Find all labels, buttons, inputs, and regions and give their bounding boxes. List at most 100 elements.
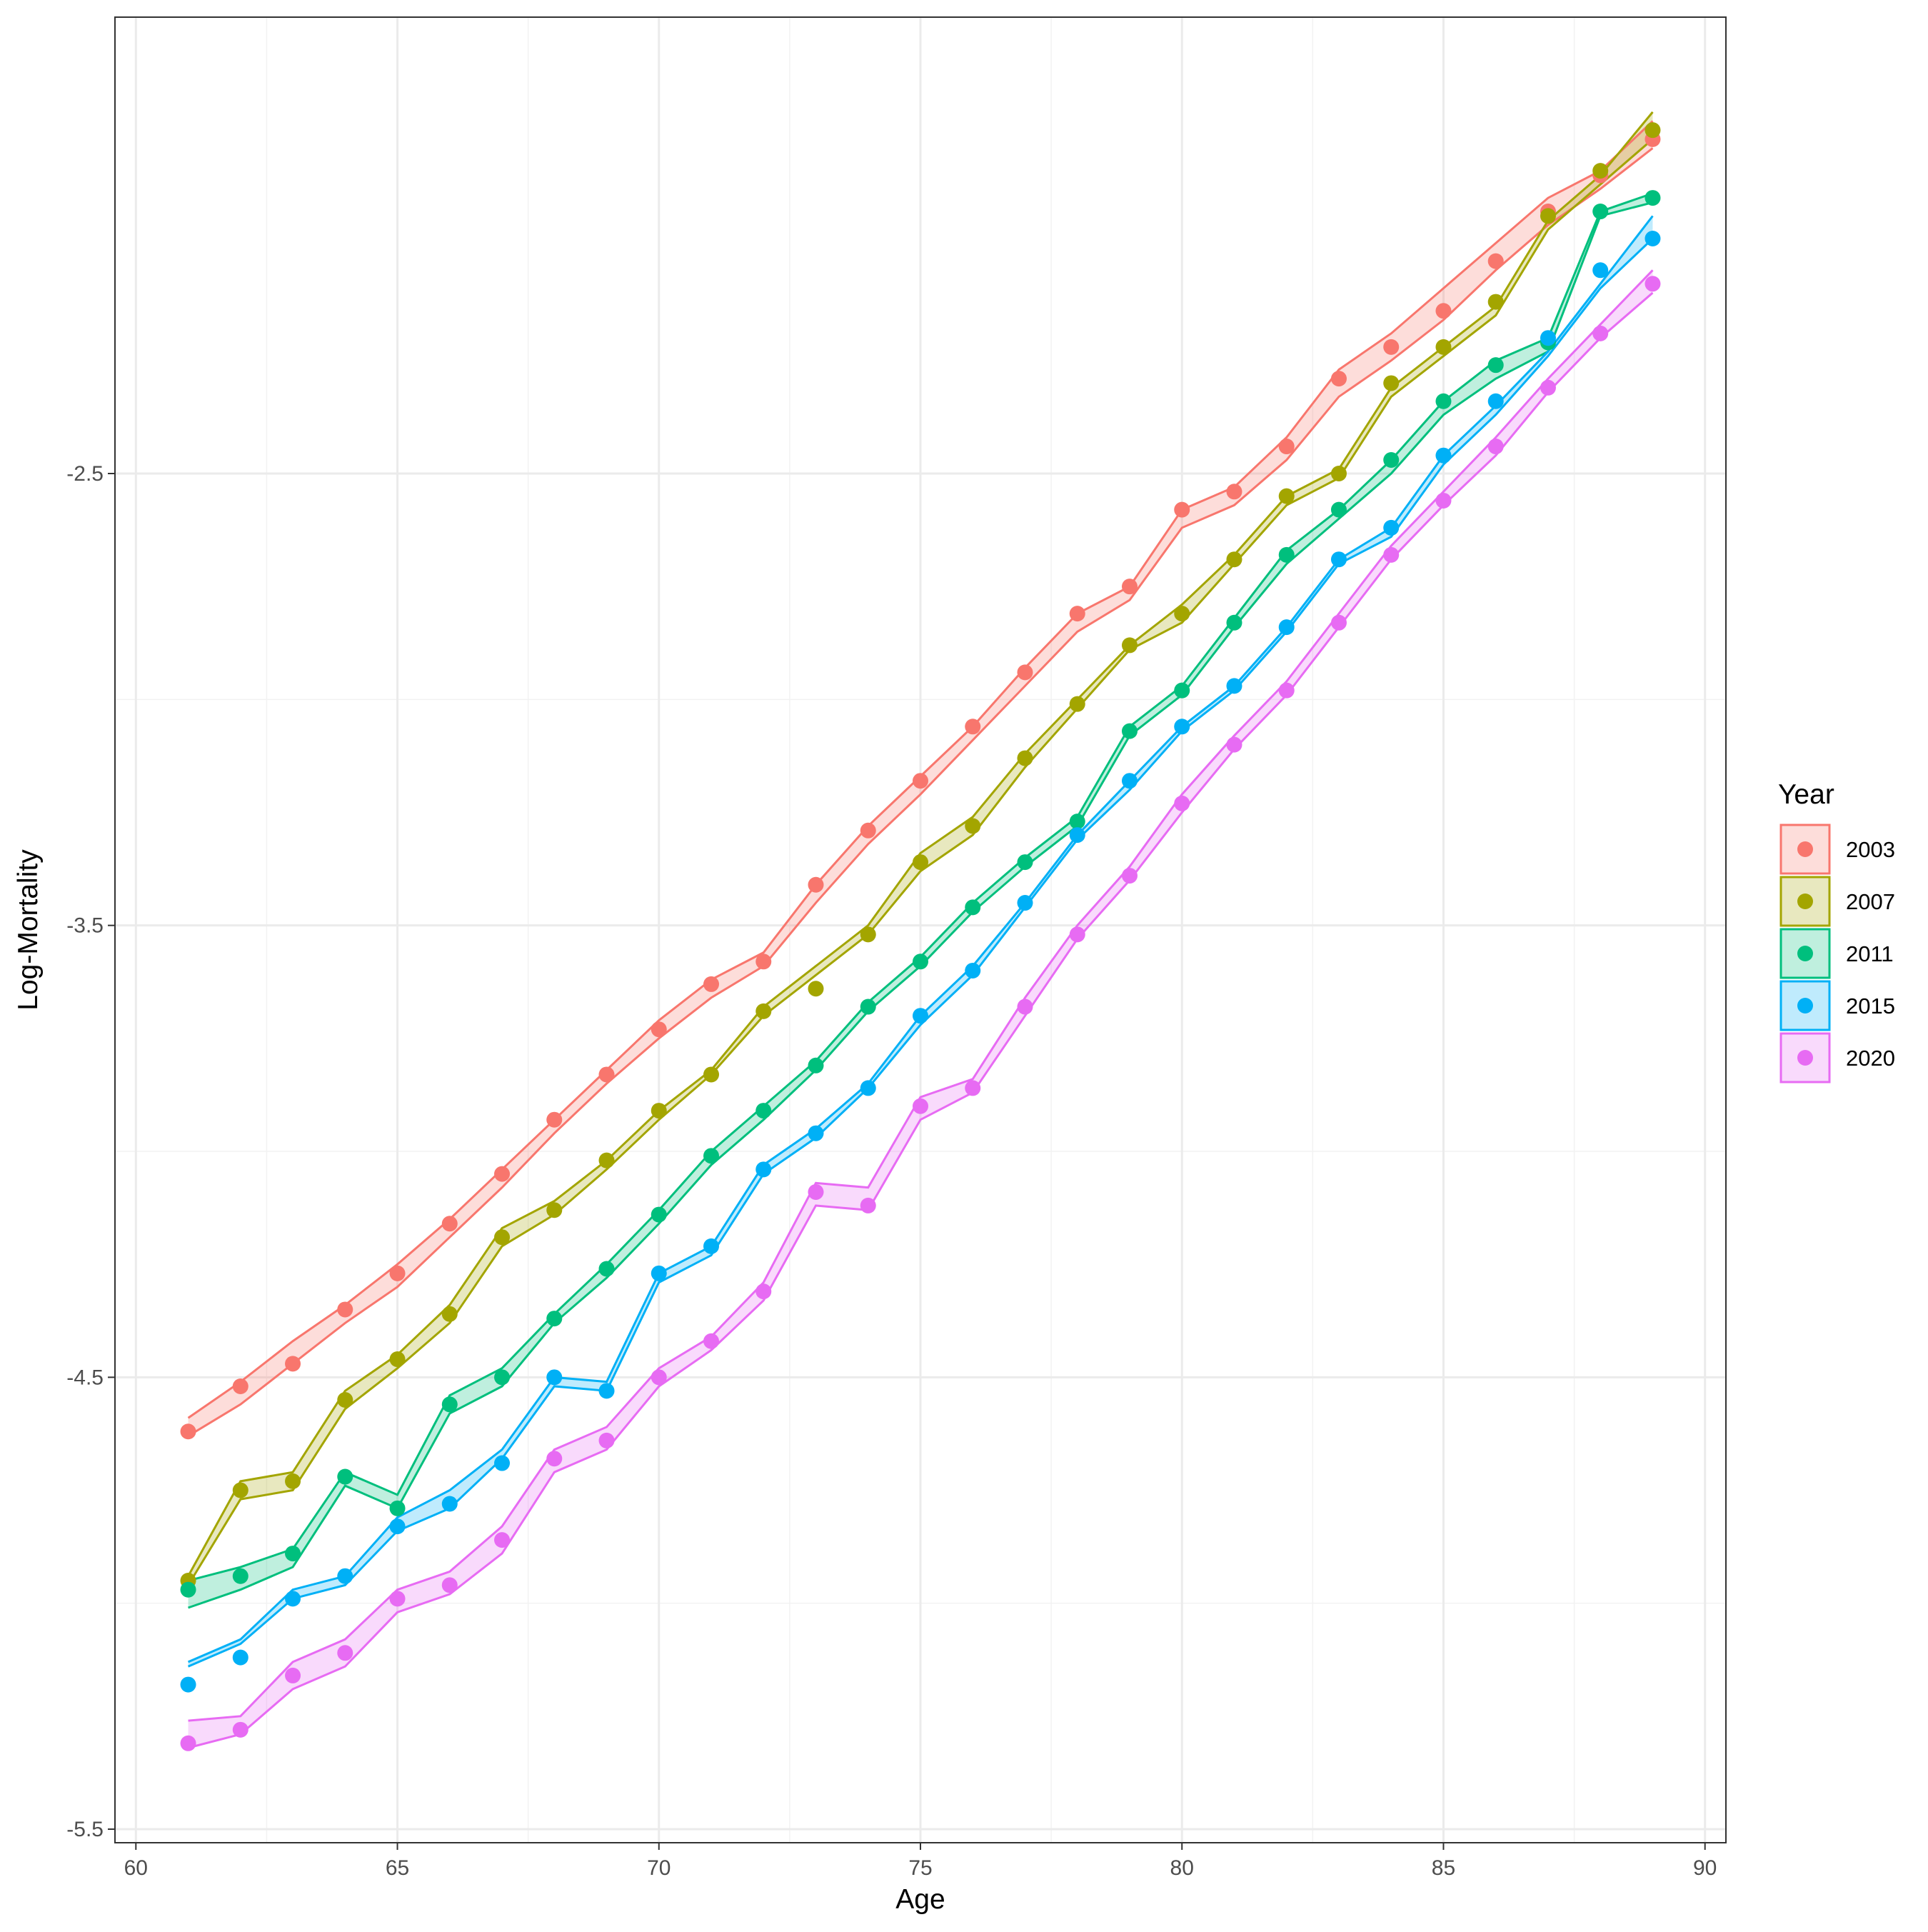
point-2015	[1435, 447, 1452, 464]
x-tick-label: 60	[124, 1856, 148, 1880]
point-2003	[965, 719, 981, 735]
point-2003	[1330, 371, 1347, 387]
point-2007	[651, 1103, 667, 1119]
point-2020	[180, 1735, 196, 1751]
legend: Year 2003 2007 2011 2015 2020	[1778, 779, 1895, 1083]
point-2015	[1645, 231, 1661, 247]
point-2003	[1017, 664, 1033, 681]
point-2003	[755, 954, 772, 970]
point-2020	[1487, 439, 1504, 455]
point-2020	[598, 1432, 615, 1448]
point-2007	[1330, 466, 1347, 481]
point-2020	[651, 1369, 667, 1386]
point-2020	[1278, 682, 1295, 699]
point-2007	[389, 1351, 406, 1368]
y-tick-label: -5.5	[66, 1818, 104, 1841]
point-2011	[1592, 204, 1609, 220]
point-2007	[755, 1003, 772, 1019]
point-2007	[598, 1152, 615, 1168]
point-2020	[285, 1667, 301, 1683]
point-2003	[598, 1066, 615, 1083]
band-upper-line-2007	[187, 111, 1654, 1577]
point-2003	[1226, 484, 1242, 500]
point-2020	[1017, 998, 1033, 1015]
point-2007	[1121, 637, 1138, 654]
point-2015	[755, 1161, 772, 1178]
point-2011	[1487, 357, 1504, 374]
point-2007	[1540, 208, 1556, 224]
legend-keys: 2003 2007 2011 2015 2020	[1779, 824, 1895, 1083]
point-2011	[494, 1369, 511, 1386]
point-2020	[1645, 276, 1661, 292]
point-2015	[1540, 330, 1556, 346]
point-2015	[913, 1008, 928, 1024]
point-2007	[965, 818, 981, 834]
point-2011	[703, 1148, 720, 1164]
axis-layer: 60 65 70 75 80 85 90 -2.5 -3.5 -4.5 -5.5	[66, 462, 1717, 1880]
point-2003	[860, 822, 876, 839]
legend-key-point-2007	[1797, 894, 1813, 909]
point-2007	[285, 1473, 301, 1489]
legend-title: Year	[1778, 779, 1834, 810]
point-2020	[494, 1532, 511, 1548]
point-2020	[913, 1098, 928, 1114]
legend-key-point-2003	[1797, 841, 1813, 857]
point-2020	[1174, 795, 1190, 811]
point-2015	[546, 1369, 563, 1386]
point-2007	[1645, 122, 1661, 139]
point-2015	[860, 1080, 876, 1096]
band-lower-line-2015	[187, 237, 1654, 1668]
point-2011	[913, 954, 928, 970]
point-2011	[285, 1546, 301, 1562]
point-2015	[389, 1518, 406, 1535]
point-2011	[1330, 501, 1347, 518]
point-2020	[808, 1183, 824, 1200]
legend-label-2007: 2007	[1846, 889, 1895, 914]
legend-label-2015: 2015	[1846, 993, 1895, 1018]
point-2003	[808, 876, 824, 893]
point-2007	[1592, 163, 1609, 179]
point-2003	[703, 976, 720, 992]
legend-label-2003: 2003	[1846, 837, 1895, 862]
point-2020	[1226, 736, 1242, 753]
x-tick-label: 80	[1170, 1856, 1194, 1880]
point-2007	[337, 1391, 353, 1408]
point-2007	[703, 1066, 720, 1083]
point-2011	[860, 998, 876, 1015]
point-2020	[232, 1721, 248, 1738]
point-2011	[598, 1261, 615, 1277]
point-2015	[441, 1496, 458, 1512]
y-axis-title: Log-Mortality	[13, 849, 44, 1011]
point-2015	[494, 1455, 511, 1471]
point-2003	[1383, 339, 1400, 355]
point-2020	[337, 1645, 353, 1661]
x-tick-label: 65	[386, 1856, 409, 1880]
point-2015	[1592, 262, 1609, 279]
point-2011	[1174, 682, 1190, 699]
point-layer	[180, 122, 1661, 1751]
point-2007	[808, 981, 824, 997]
point-2020	[860, 1197, 876, 1213]
point-2020	[1330, 614, 1347, 631]
point-2015	[180, 1676, 196, 1693]
point-2003	[285, 1356, 301, 1372]
point-2011	[965, 899, 981, 916]
point-2003	[494, 1166, 511, 1182]
point-2007	[1069, 696, 1085, 712]
point-2011	[755, 1103, 772, 1119]
point-2011	[1121, 723, 1138, 739]
point-2015	[1121, 773, 1138, 789]
point-2003	[337, 1301, 353, 1318]
point-2020	[389, 1591, 406, 1607]
point-2015	[703, 1238, 720, 1254]
point-2003	[441, 1216, 458, 1232]
legend-key-point-2020	[1797, 1050, 1813, 1066]
point-2011	[441, 1396, 458, 1413]
x-tick-label: 90	[1693, 1856, 1717, 1880]
point-2007	[1487, 294, 1504, 310]
point-2011	[1435, 393, 1452, 409]
point-2020	[1383, 546, 1400, 563]
point-2020	[441, 1577, 458, 1593]
band-lower-line-2020	[188, 291, 1654, 1749]
